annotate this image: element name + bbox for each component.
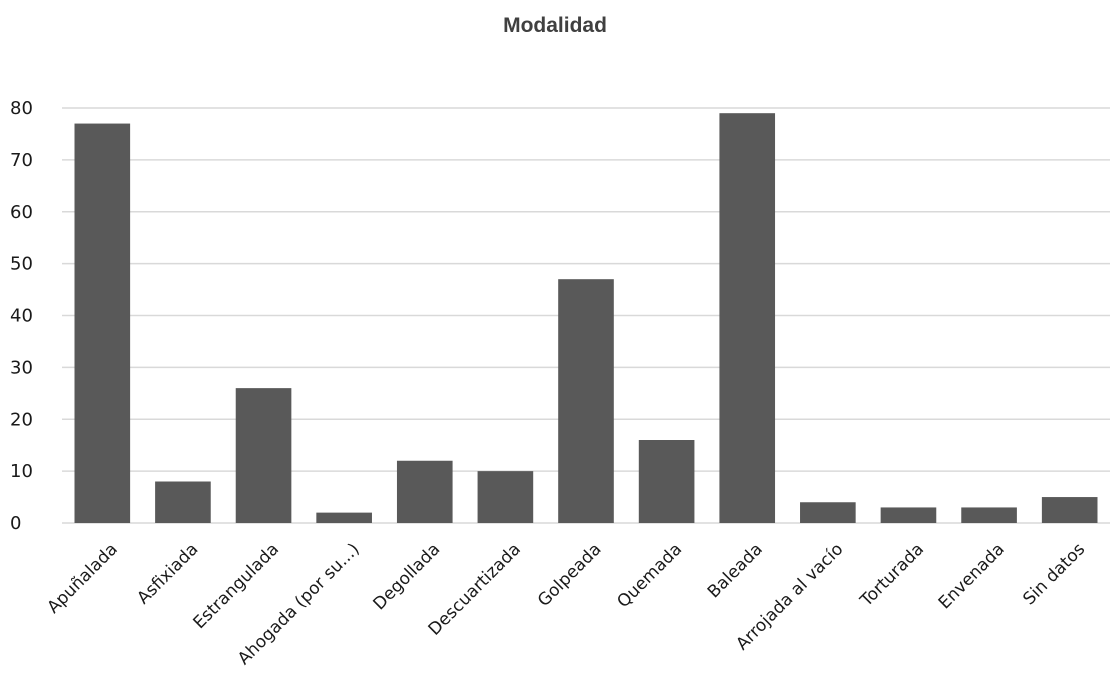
chart-title: Modalidad: [503, 14, 607, 37]
bar-10: [880, 507, 937, 523]
y-tick-label: 0: [10, 513, 21, 534]
bar-3: [316, 512, 372, 523]
y-tick-label: 10: [10, 461, 33, 482]
x-tick-label: Quemada: [613, 539, 686, 612]
bar-2: [235, 388, 292, 523]
bar-4: [396, 460, 453, 523]
x-tick-label: Degollada: [369, 539, 444, 614]
y-tick-label: 80: [10, 98, 33, 119]
bar-11: [961, 507, 1017, 523]
bar-7: [638, 440, 695, 523]
bar-5: [477, 471, 534, 523]
x-tick-label: Golpeada: [534, 539, 606, 611]
y-tick-label: 60: [10, 202, 33, 223]
bar-1: [155, 481, 211, 523]
y-tick-label: 50: [10, 254, 33, 275]
y-tick-label: 70: [10, 150, 33, 171]
x-tick-label: Envenada: [935, 539, 1009, 613]
x-tick-label: Baleada: [704, 539, 767, 602]
bar-6: [558, 279, 614, 523]
bar-12: [1041, 497, 1098, 523]
y-tick-label: 30: [10, 357, 33, 378]
bar-9: [800, 502, 856, 523]
x-tick-label: Asfixiada: [133, 539, 202, 608]
y-tick-label: 40: [10, 306, 33, 327]
bar-8: [719, 113, 776, 523]
x-tick-label: Apuñalada: [44, 539, 122, 617]
bar-0: [74, 123, 131, 523]
y-tick-label: 20: [10, 409, 33, 430]
x-tick-label: Sin datos: [1019, 539, 1089, 609]
x-tick-label: Torturada: [856, 539, 928, 611]
